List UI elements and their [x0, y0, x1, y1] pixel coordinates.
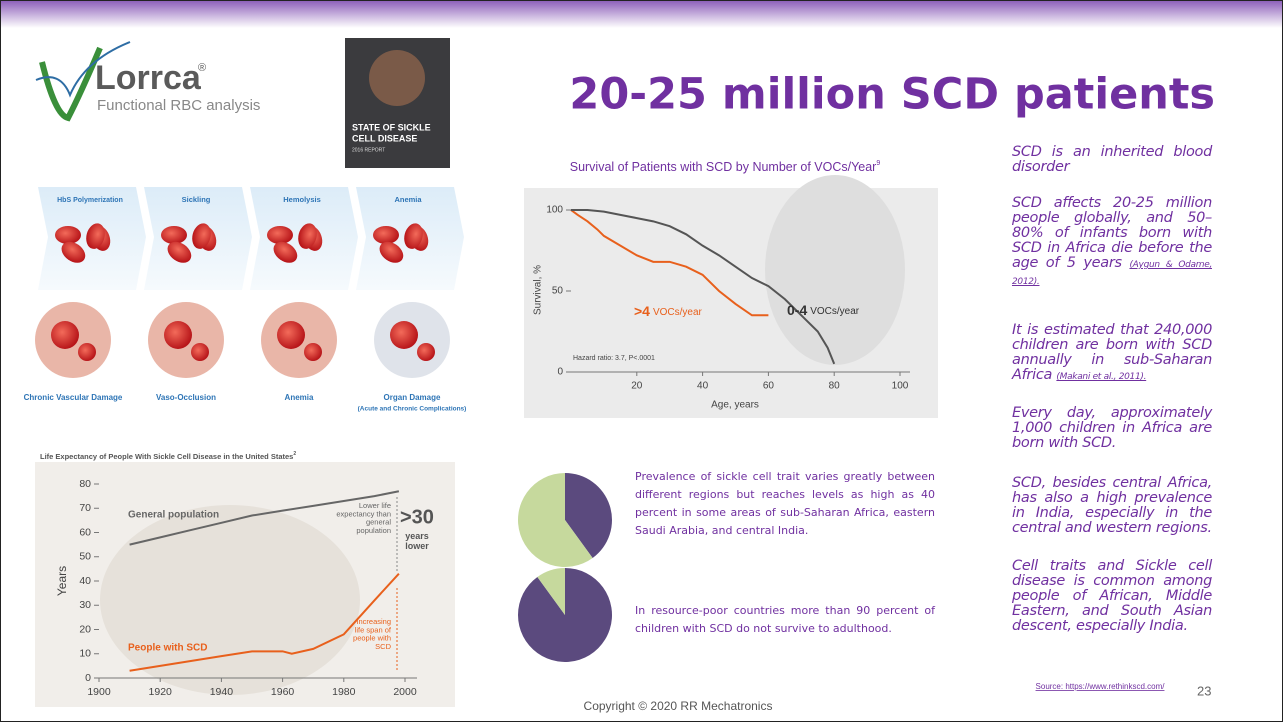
note-text: SCD, besides central Africa, has also a …	[1012, 475, 1212, 536]
text-part: VOCs/year	[810, 306, 860, 317]
text-line: years	[405, 531, 429, 541]
step-label: Hemolysis	[283, 195, 321, 204]
outcome-detail	[78, 343, 96, 361]
logo-mark	[42, 48, 100, 118]
series-label: People with SCD	[128, 643, 207, 654]
y-tick-label: 100	[546, 205, 563, 216]
x-tick-label: 1920	[149, 686, 173, 698]
cell-icon	[55, 226, 81, 244]
cover-subtitle: 2016 REPORT	[352, 147, 385, 153]
cell-icon	[161, 226, 187, 244]
cover-photo	[369, 50, 425, 106]
y-tick-label: 50	[552, 286, 564, 297]
x-tick-label: 100	[892, 381, 909, 392]
outcome-detail	[390, 321, 418, 349]
outcome-label: Vaso-Occlusion	[156, 393, 216, 402]
chart-annotation: Hazard ratio: 3.7, P<.0001	[573, 355, 655, 362]
text-part: Life Expectancy of People With Sickle Ce…	[40, 452, 293, 461]
x-tick-label: 2000	[393, 686, 417, 698]
cell-icon	[373, 226, 399, 244]
text-part: 2	[293, 451, 296, 457]
step-label: HbS Polymerization	[57, 197, 123, 204]
outcome-label: Anemia	[285, 393, 314, 402]
background-photo	[765, 175, 905, 365]
outcome-detail	[164, 321, 192, 349]
y-axis-label: Survival, %	[533, 265, 544, 315]
x-tick-label: 60	[763, 381, 775, 392]
slide-title: 20-25 million SCD patients	[569, 70, 1215, 120]
outcome-detail	[191, 343, 209, 361]
logo-name: Lorrca	[95, 59, 202, 97]
side-note: SCD, besides central Africa, has also a …	[1012, 476, 1212, 536]
note-text: Every day, approximately 1,000 children …	[1012, 405, 1212, 451]
y-axis-label: Years	[55, 566, 69, 596]
x-axis-label: Age, years	[711, 400, 759, 411]
outcome-label: Chronic Vascular Damage	[24, 393, 123, 402]
note-text: Cell traits and Sickle cell disease is c…	[1012, 558, 1212, 634]
chart-title: Life Expectancy of People With Sickle Ce…	[40, 451, 296, 461]
side-note: Every day, approximately 1,000 children …	[1012, 406, 1212, 451]
outcome-label: Organ Damage	[384, 393, 441, 402]
top-bar	[0, 0, 1283, 28]
x-tick-label: 80	[829, 381, 841, 392]
pie-caption: Prevalence of sickle cell trait varies g…	[635, 468, 935, 540]
page-number: 23	[1197, 683, 1211, 698]
y-tick-label: 10	[79, 648, 91, 660]
outcome-detail	[277, 321, 305, 349]
cover-title: CELL DISEASE	[352, 133, 417, 143]
y-tick-label: 60	[79, 526, 91, 538]
x-tick-label: 1940	[210, 686, 234, 698]
outcome-note: (Acute and Chronic Complications)	[358, 406, 467, 413]
step-label: Anemia	[394, 195, 422, 204]
side-note: SCD affects 20-25 million people globall…	[1012, 196, 1212, 290]
chart-title: Survival of Patients with SCD by Number …	[570, 160, 881, 174]
logo-mark-sign: ®	[198, 62, 206, 74]
y-tick-label: 40	[79, 575, 91, 587]
x-tick-label: 1900	[87, 686, 111, 698]
text-line: population	[356, 526, 391, 535]
x-tick-label: 40	[697, 381, 709, 392]
y-tick-label: 0	[85, 672, 91, 684]
side-note: Cell traits and Sickle cell disease is c…	[1012, 559, 1212, 634]
background-photo	[100, 505, 360, 695]
logo-tagline: Functional RBC analysis	[97, 97, 260, 114]
text-line: SCD	[375, 642, 391, 651]
x-tick-label: 1960	[271, 686, 295, 698]
text-part: Survival of Patients with SCD by Number …	[570, 160, 877, 174]
y-tick-label: 50	[79, 551, 91, 563]
y-tick-label: 20	[79, 623, 91, 635]
slide: Lorrca ® Functional RBC analysis STATE O…	[0, 0, 1283, 722]
outcome-detail	[304, 343, 322, 361]
note-text: SCD is an inherited blood disorder	[1012, 144, 1212, 175]
copyright: Copyright © 2020 RR Mechatronics	[584, 699, 773, 713]
series-label: General population	[128, 510, 219, 521]
y-tick-label: 0	[557, 367, 563, 378]
y-tick-label: 70	[79, 502, 91, 514]
text-line: lower	[405, 541, 429, 551]
text-part: 0-4	[787, 302, 807, 318]
citation[interactable]: (Makani et al., 2011).	[1056, 372, 1146, 382]
x-tick-label: 20	[631, 381, 643, 392]
y-tick-label: 30	[79, 599, 91, 611]
outcome-detail	[417, 343, 435, 361]
outcome-detail	[51, 321, 79, 349]
source-link[interactable]: Source: https://www.rethinkscd.com/	[1036, 682, 1166, 691]
cover-title: STATE OF SICKLE	[352, 122, 431, 132]
text-part: 9	[876, 160, 880, 167]
y-tick-label: 80	[79, 478, 91, 490]
side-note: It is estimated that 240,000 children ar…	[1012, 323, 1212, 385]
step-label: Sickling	[182, 195, 211, 204]
x-tick-label: 1980	[332, 686, 356, 698]
side-note: SCD is an inherited blood disorder	[1012, 145, 1212, 175]
text-part: >4	[634, 303, 650, 319]
gap-value: >30	[400, 506, 434, 528]
text-part: VOCs/year	[653, 307, 703, 318]
pie-caption: In resource-poor countries more than 90 …	[635, 602, 935, 638]
cell-icon	[267, 226, 293, 244]
